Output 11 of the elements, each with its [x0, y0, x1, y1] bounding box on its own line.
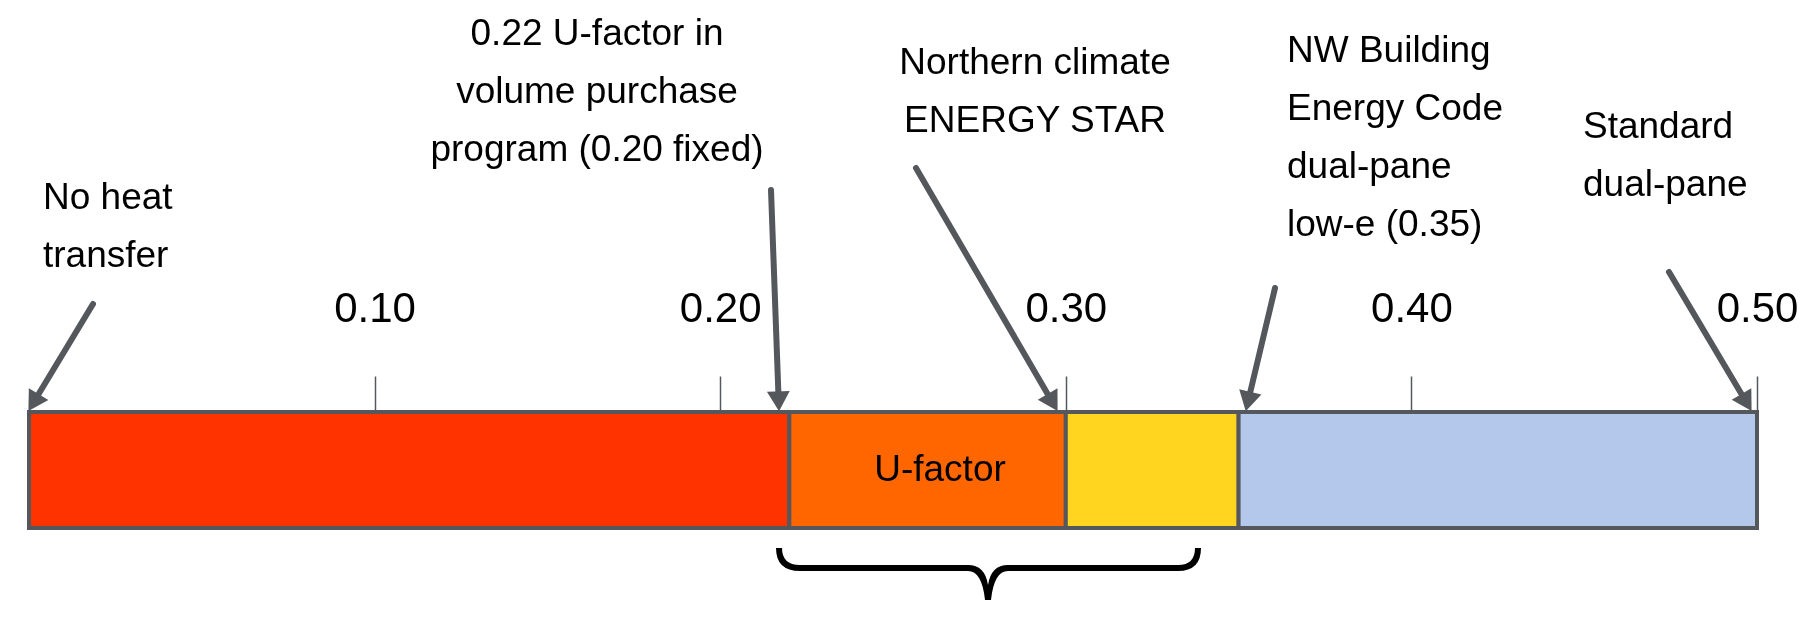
annotation: U-factor — [874, 448, 1006, 489]
x-tick-label: 0.40 — [1371, 283, 1453, 331]
text: NW Building Energy Code dual-pane low-e (0.35) — [1287, 29, 1503, 244]
x-tick-label: 0.20 — [679, 283, 762, 331]
x-tick-label: 0.30 — [1025, 283, 1108, 331]
x-tick-label: 0.50 — [1716, 283, 1799, 331]
text: No heat transfer — [43, 176, 174, 275]
text: Northern climate ENERGY STAR — [899, 41, 1171, 140]
text: Standard dual-pane — [1583, 105, 1748, 204]
text: 0.22 U-factor in volume purchase program (0.20 fixed) — [430, 12, 764, 169]
x-tick-label: 0.10 — [334, 283, 416, 331]
